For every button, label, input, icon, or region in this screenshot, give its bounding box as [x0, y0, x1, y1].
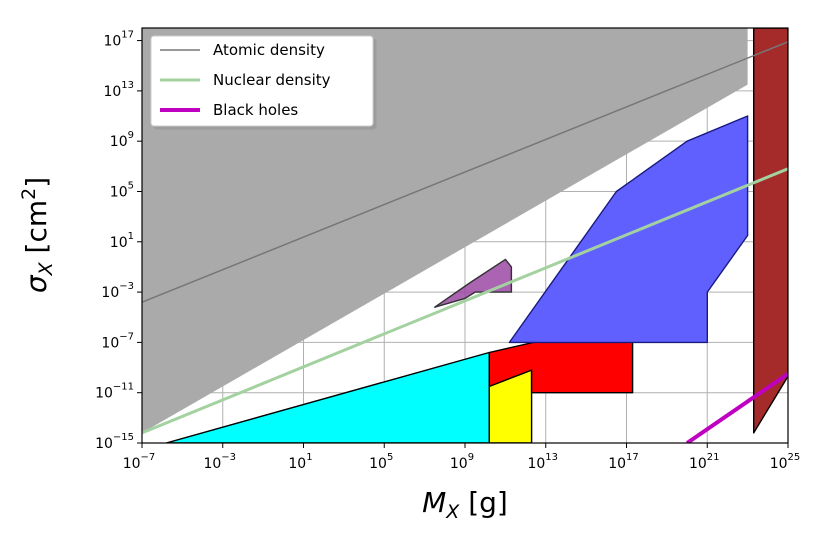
series-line-0 [142, 41, 788, 303]
y-tick-label-5: 10−3 [101, 281, 134, 301]
y-tick-label-3: 105 [110, 180, 134, 200]
legend: Atomic density Nuclear density Black holes [150, 35, 374, 127]
axis-ticks: 10−7 10−3 101 105 109 1013 1017 1021 1025 1017 101… [95, 30, 800, 472]
series-lines [142, 41, 788, 443]
x-tick-label-2: 101 [288, 452, 312, 472]
y-tick-label-6: 10−7 [101, 331, 134, 351]
x-tick-label-4: 109 [450, 452, 474, 472]
x-tick-label-5: 1013 [527, 452, 558, 472]
region-5 [508, 115, 749, 344]
legend-label-0: Atomic density [213, 41, 325, 59]
x-tick-label-8: 1025 [770, 452, 801, 472]
x-tick-label-0: 10−7 [123, 452, 156, 472]
y-tick-label-1: 1013 [103, 80, 134, 100]
y-tick-label-0: 1017 [103, 30, 134, 50]
legend-label-1: Nuclear density [213, 71, 331, 89]
x-tick-label-3: 105 [369, 452, 393, 472]
legend-label-2: Black holes [213, 101, 298, 119]
y-axis-label: σX [cm2] [18, 177, 57, 293]
x-tick-label-7: 1021 [689, 452, 720, 472]
series-line-1 [142, 167, 788, 435]
legend-box [150, 35, 374, 127]
x-axis-label: MX [g] [422, 486, 508, 523]
y-tick-label-4: 101 [110, 231, 134, 251]
x-tick-label-6: 1017 [608, 452, 639, 472]
y-tick-label-2: 109 [110, 130, 134, 150]
region-4 [434, 258, 513, 308]
series-line-2 [685, 372, 788, 443]
y-tick-label-8: 10−15 [95, 432, 134, 452]
x-tick-label-1: 10−3 [203, 452, 236, 472]
y-tick-label-7: 10−11 [95, 382, 134, 402]
region-0 [142, 28, 748, 433]
region-6 [753, 28, 788, 434]
shaded-regions [142, 28, 788, 443]
